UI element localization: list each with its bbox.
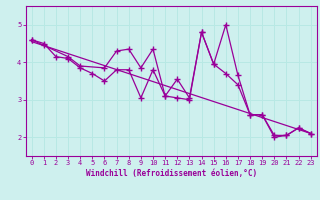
X-axis label: Windchill (Refroidissement éolien,°C): Windchill (Refroidissement éolien,°C) xyxy=(86,169,257,178)
